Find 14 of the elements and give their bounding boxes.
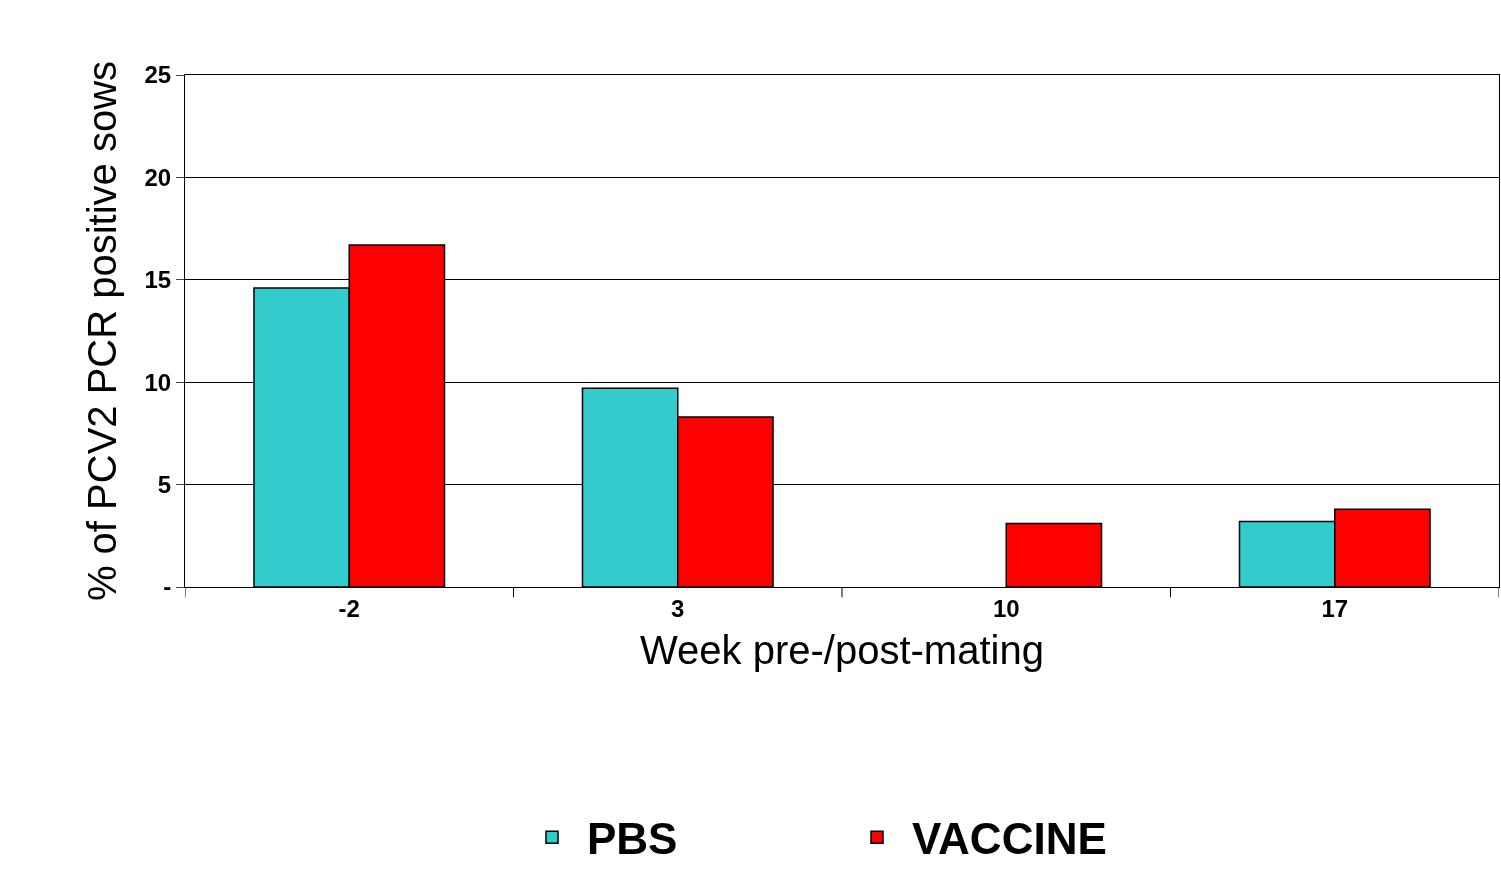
x-tick-label: 3	[671, 594, 685, 622]
y-tick-label: 20	[144, 163, 172, 191]
x-tick-label: 17	[1321, 594, 1349, 622]
legend-label: PBS	[587, 814, 678, 864]
y-tick-label: 25	[144, 61, 172, 89]
y-tick-label: -	[163, 573, 172, 601]
x-tick-label: 10	[992, 594, 1020, 622]
x-tick-label: -2	[338, 594, 360, 622]
y-tick-label: 15	[144, 266, 172, 294]
y-tick-label: 5	[157, 471, 172, 498]
x-axis-title: Week pre-/post-mating	[640, 628, 1044, 673]
y-axis-title: % of PCV2 PCR positive sows	[80, 60, 124, 602]
y-tick-label: 10	[144, 368, 172, 396]
legend-label: VACCINE	[912, 814, 1107, 864]
